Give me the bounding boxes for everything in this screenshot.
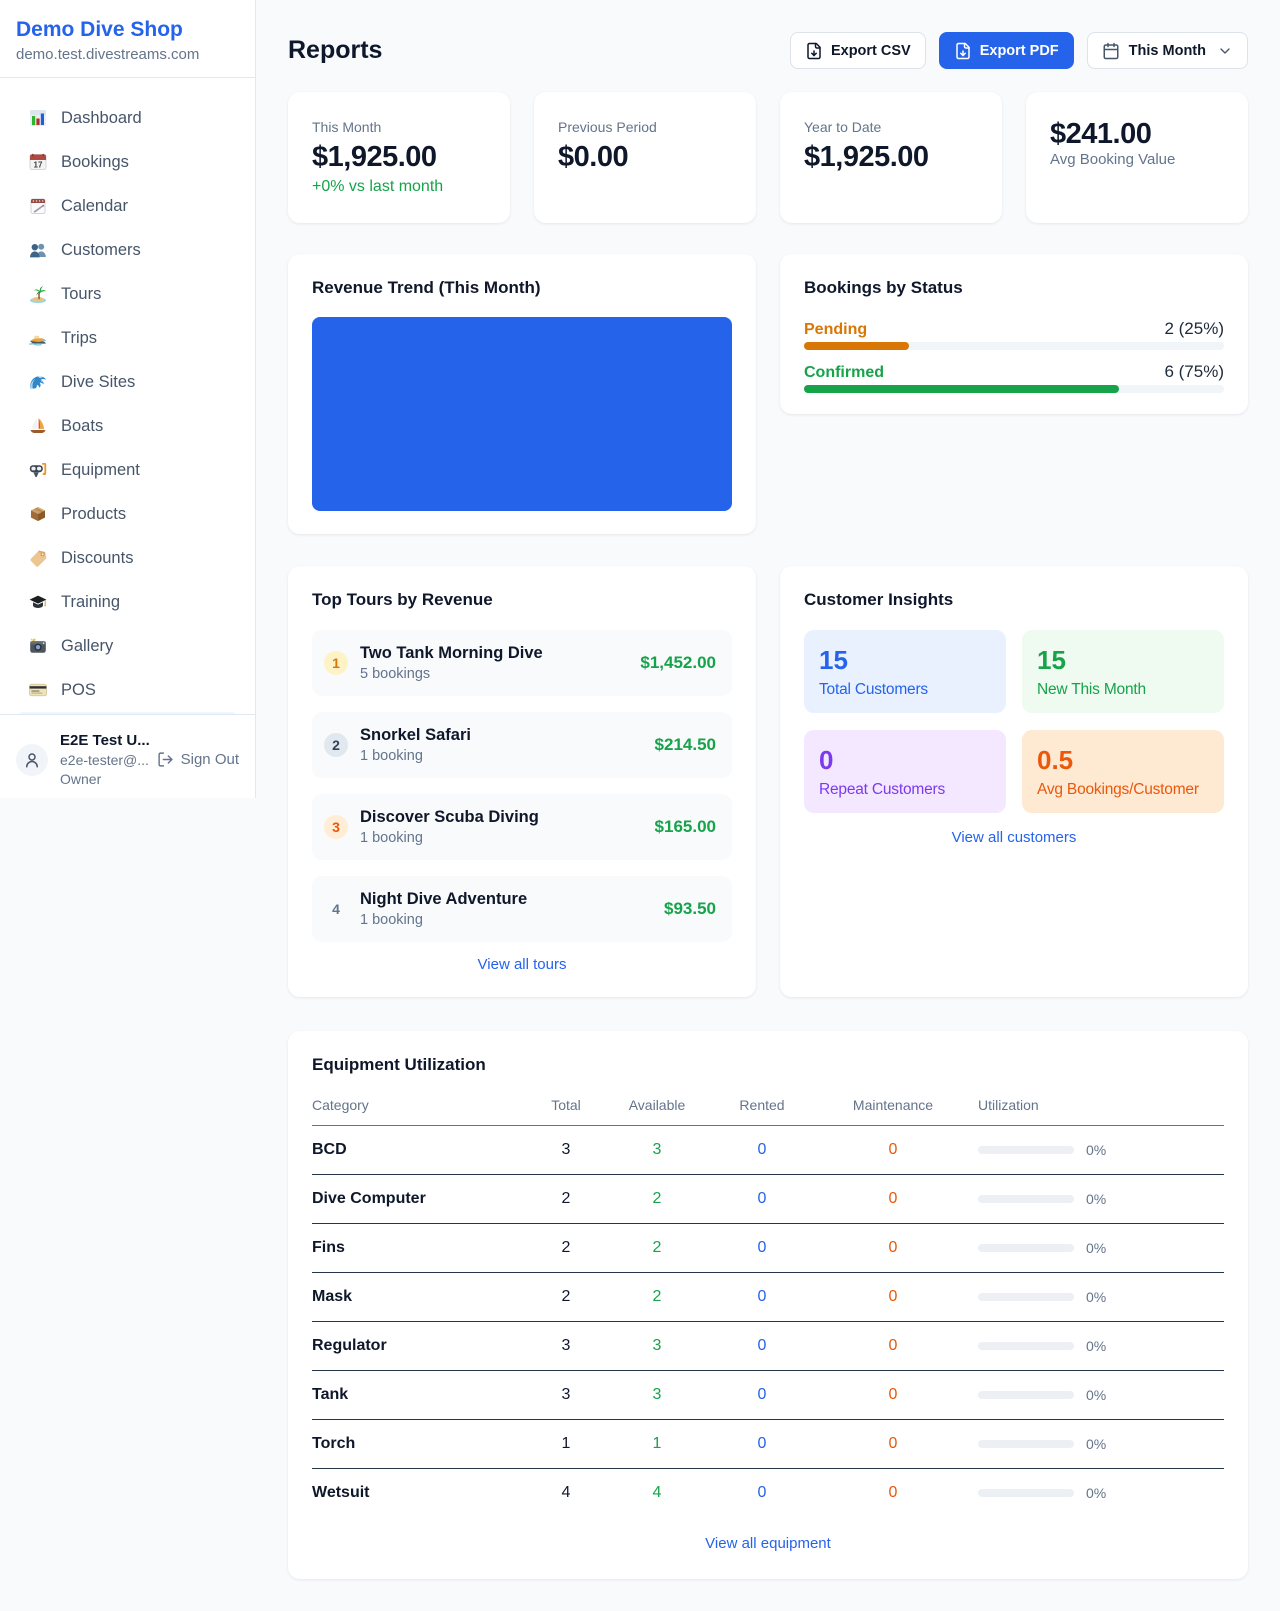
svg-text:17: 17 bbox=[34, 161, 43, 170]
